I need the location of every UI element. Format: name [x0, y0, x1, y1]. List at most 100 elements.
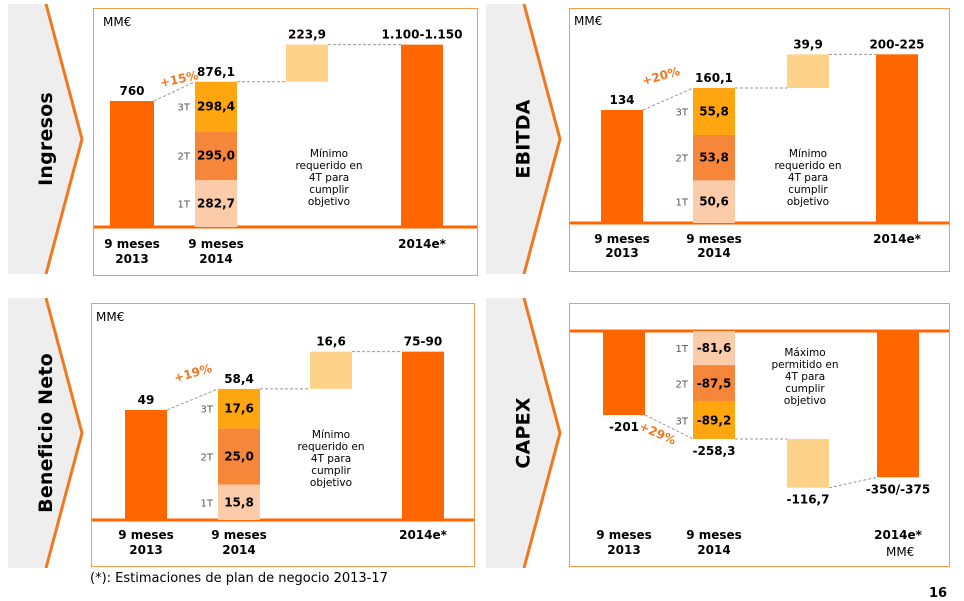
unit-label: MM€: [574, 14, 603, 28]
value-label-2013: -201: [609, 420, 639, 434]
category-label-line2: 2013: [129, 543, 162, 557]
bar-2014e: [876, 54, 918, 223]
value-label-2013: 760: [119, 84, 144, 98]
tab-capex: CAPEX: [486, 298, 562, 568]
value-label-2014-1T: 282,7: [197, 197, 235, 211]
value-label-2013: 49: [138, 393, 155, 407]
growth-label: +15%: [159, 68, 200, 90]
bar-gap: [310, 351, 352, 389]
quarter-label-1T: 1T: [178, 200, 191, 211]
note-text: Mínimo requerido en 4T para cumplir objetivo: [297, 429, 365, 489]
category-label-line2: 2014: [697, 246, 730, 260]
bar-2013: [601, 110, 643, 223]
category-label-line1: 9 meses: [594, 232, 650, 246]
value-label-gap: 16,6: [316, 335, 346, 349]
chart-panel-capex: MM€ Máximo permitido en 4T para cumplir obje…: [569, 303, 950, 567]
value-label-2014-total: -258,3: [693, 444, 736, 458]
tab-ebitda: EBITDA: [486, 4, 562, 274]
quarter-label-1T: 1T: [676, 198, 689, 209]
tab-label: Beneficio Neto: [35, 353, 58, 513]
connector-gap-2014e: [828, 476, 878, 489]
category-label-line1: 9 meses: [188, 237, 244, 251]
bar-2014-2T: [195, 131, 237, 181]
bar-2014-2T: [218, 428, 260, 485]
bar-gap: [787, 438, 829, 488]
tab-label: CAPEX: [512, 397, 535, 469]
value-label-gap: 39,9: [793, 37, 823, 51]
value-label-2014e: 200-225: [869, 37, 924, 51]
tab-beneficio-neto: Beneficio Neto: [8, 298, 84, 568]
footnote: (*): Estimaciones de plan de negocio 201…: [90, 571, 388, 586]
value-label-2014-total: 160,1: [695, 71, 733, 85]
value-label-2014e: -350/-375: [866, 482, 930, 496]
quarter-label-3T: 3T: [676, 107, 689, 118]
bar-2014-1T: [195, 180, 237, 227]
bar-2013: [603, 331, 645, 415]
bar-2014-3T: [693, 401, 735, 439]
connector-2013-2014: [166, 388, 219, 411]
value-label-2014-total: 58,4: [224, 372, 254, 386]
bar-2014e: [401, 44, 443, 228]
chart-panel-ingresos: MM€ Mínimo requerido en 4T para cumplir obje…: [93, 8, 478, 276]
bar-2014-3T: [218, 388, 260, 429]
category-label-line2: 2014: [199, 252, 232, 266]
category-label-line1: 9 meses: [104, 237, 160, 251]
chart-panel-beneficio-neto: MM€ Mínimo requerido en 4T para cumplir obje…: [91, 303, 475, 567]
value-label-2014-2T: -87,5: [697, 376, 732, 390]
waterfall-chart-ingresos: 760 282,7 1T 295,0 2T 298,4 3T 876,1 223,9 1.100-…: [94, 28, 477, 266]
bar-2014e: [402, 351, 444, 520]
growth-label: +20%: [640, 64, 681, 88]
tab-chevron-shape: [8, 298, 84, 568]
growth-label: +19%: [172, 361, 213, 385]
bar-2014-2T: [693, 365, 735, 402]
value-label-2014-3T: 55,8: [699, 104, 729, 118]
bar-gap: [286, 44, 328, 82]
connector-2013-2014: [153, 81, 196, 102]
tab-ingresos: Ingresos: [8, 4, 84, 274]
quarter-label-2T: 2T: [178, 152, 191, 163]
bar-2013: [125, 410, 167, 520]
category-label-line1: 9 meses: [118, 528, 174, 542]
bar-2014-3T: [693, 87, 735, 135]
quarter-label-2T: 2T: [676, 154, 689, 165]
unit-label: MM€: [103, 15, 132, 29]
connector-2013-2014: [644, 414, 694, 440]
value-label-2014e: 1.100-1.150: [382, 28, 463, 42]
waterfall-chart-capex: -201 -81,6 1T -87,5 2T -89,2 3T -258,3 -116,7 -35…: [570, 329, 949, 557]
connector-2013-2014: [642, 87, 694, 111]
bar-2014-2T: [693, 134, 735, 181]
bar-2014-1T: [693, 331, 735, 366]
value-label-2014-1T: 50,6: [699, 195, 729, 209]
note-text: Mínimo requerido en 4T para cumplir objetivo: [295, 148, 363, 208]
category-label-line2: 2014: [697, 543, 730, 557]
page-number: 16: [929, 586, 948, 601]
value-label-gap: -116,7: [787, 493, 830, 507]
category-label: 2014e*: [399, 528, 448, 542]
tab-label: Ingresos: [35, 92, 58, 186]
category-label-line2: 2014: [222, 543, 255, 557]
category-label-line1: 9 meses: [686, 232, 742, 246]
value-label-2014-total: 876,1: [197, 65, 235, 79]
category-label-line1: 9 meses: [596, 528, 652, 542]
bar-gap: [787, 54, 829, 88]
value-label-2014-2T: 53,8: [699, 151, 729, 165]
waterfall-chart-beneficio-neto: 49 15,8 1T 25,0 2T 17,6 3T 58,4 16,6 75-90 +19% 9 m…: [92, 335, 474, 557]
value-label-2014-1T: 15,8: [224, 495, 254, 509]
value-label-2013: 134: [609, 93, 634, 107]
note-text: Máximo permitido en 4T para cumplir objetivo: [771, 347, 839, 407]
value-label-2014-3T: 17,6: [224, 402, 254, 416]
unit-label: MM€: [96, 310, 125, 324]
category-label: 2014e*: [873, 232, 922, 246]
tab-chevron-shape: [8, 4, 84, 274]
category-label: 2014e*: [398, 237, 447, 251]
bar-2014-1T: [693, 180, 735, 223]
bar-2013: [110, 101, 154, 227]
category-label-line2: 2013: [607, 543, 640, 557]
waterfall-chart-ebitda: 134 50,6 1T 53,8 2T 55,8 3T 160,1 39,9 200-225 +20…: [570, 37, 949, 260]
bar-2014-1T: [218, 484, 260, 520]
value-label-2014-3T: -89,2: [697, 413, 732, 427]
value-label-2014e: 75-90: [404, 335, 442, 349]
unit-label: MM€: [886, 545, 915, 559]
tab-chevron-shape: [486, 298, 562, 568]
quarter-label-3T: 3T: [178, 102, 191, 113]
